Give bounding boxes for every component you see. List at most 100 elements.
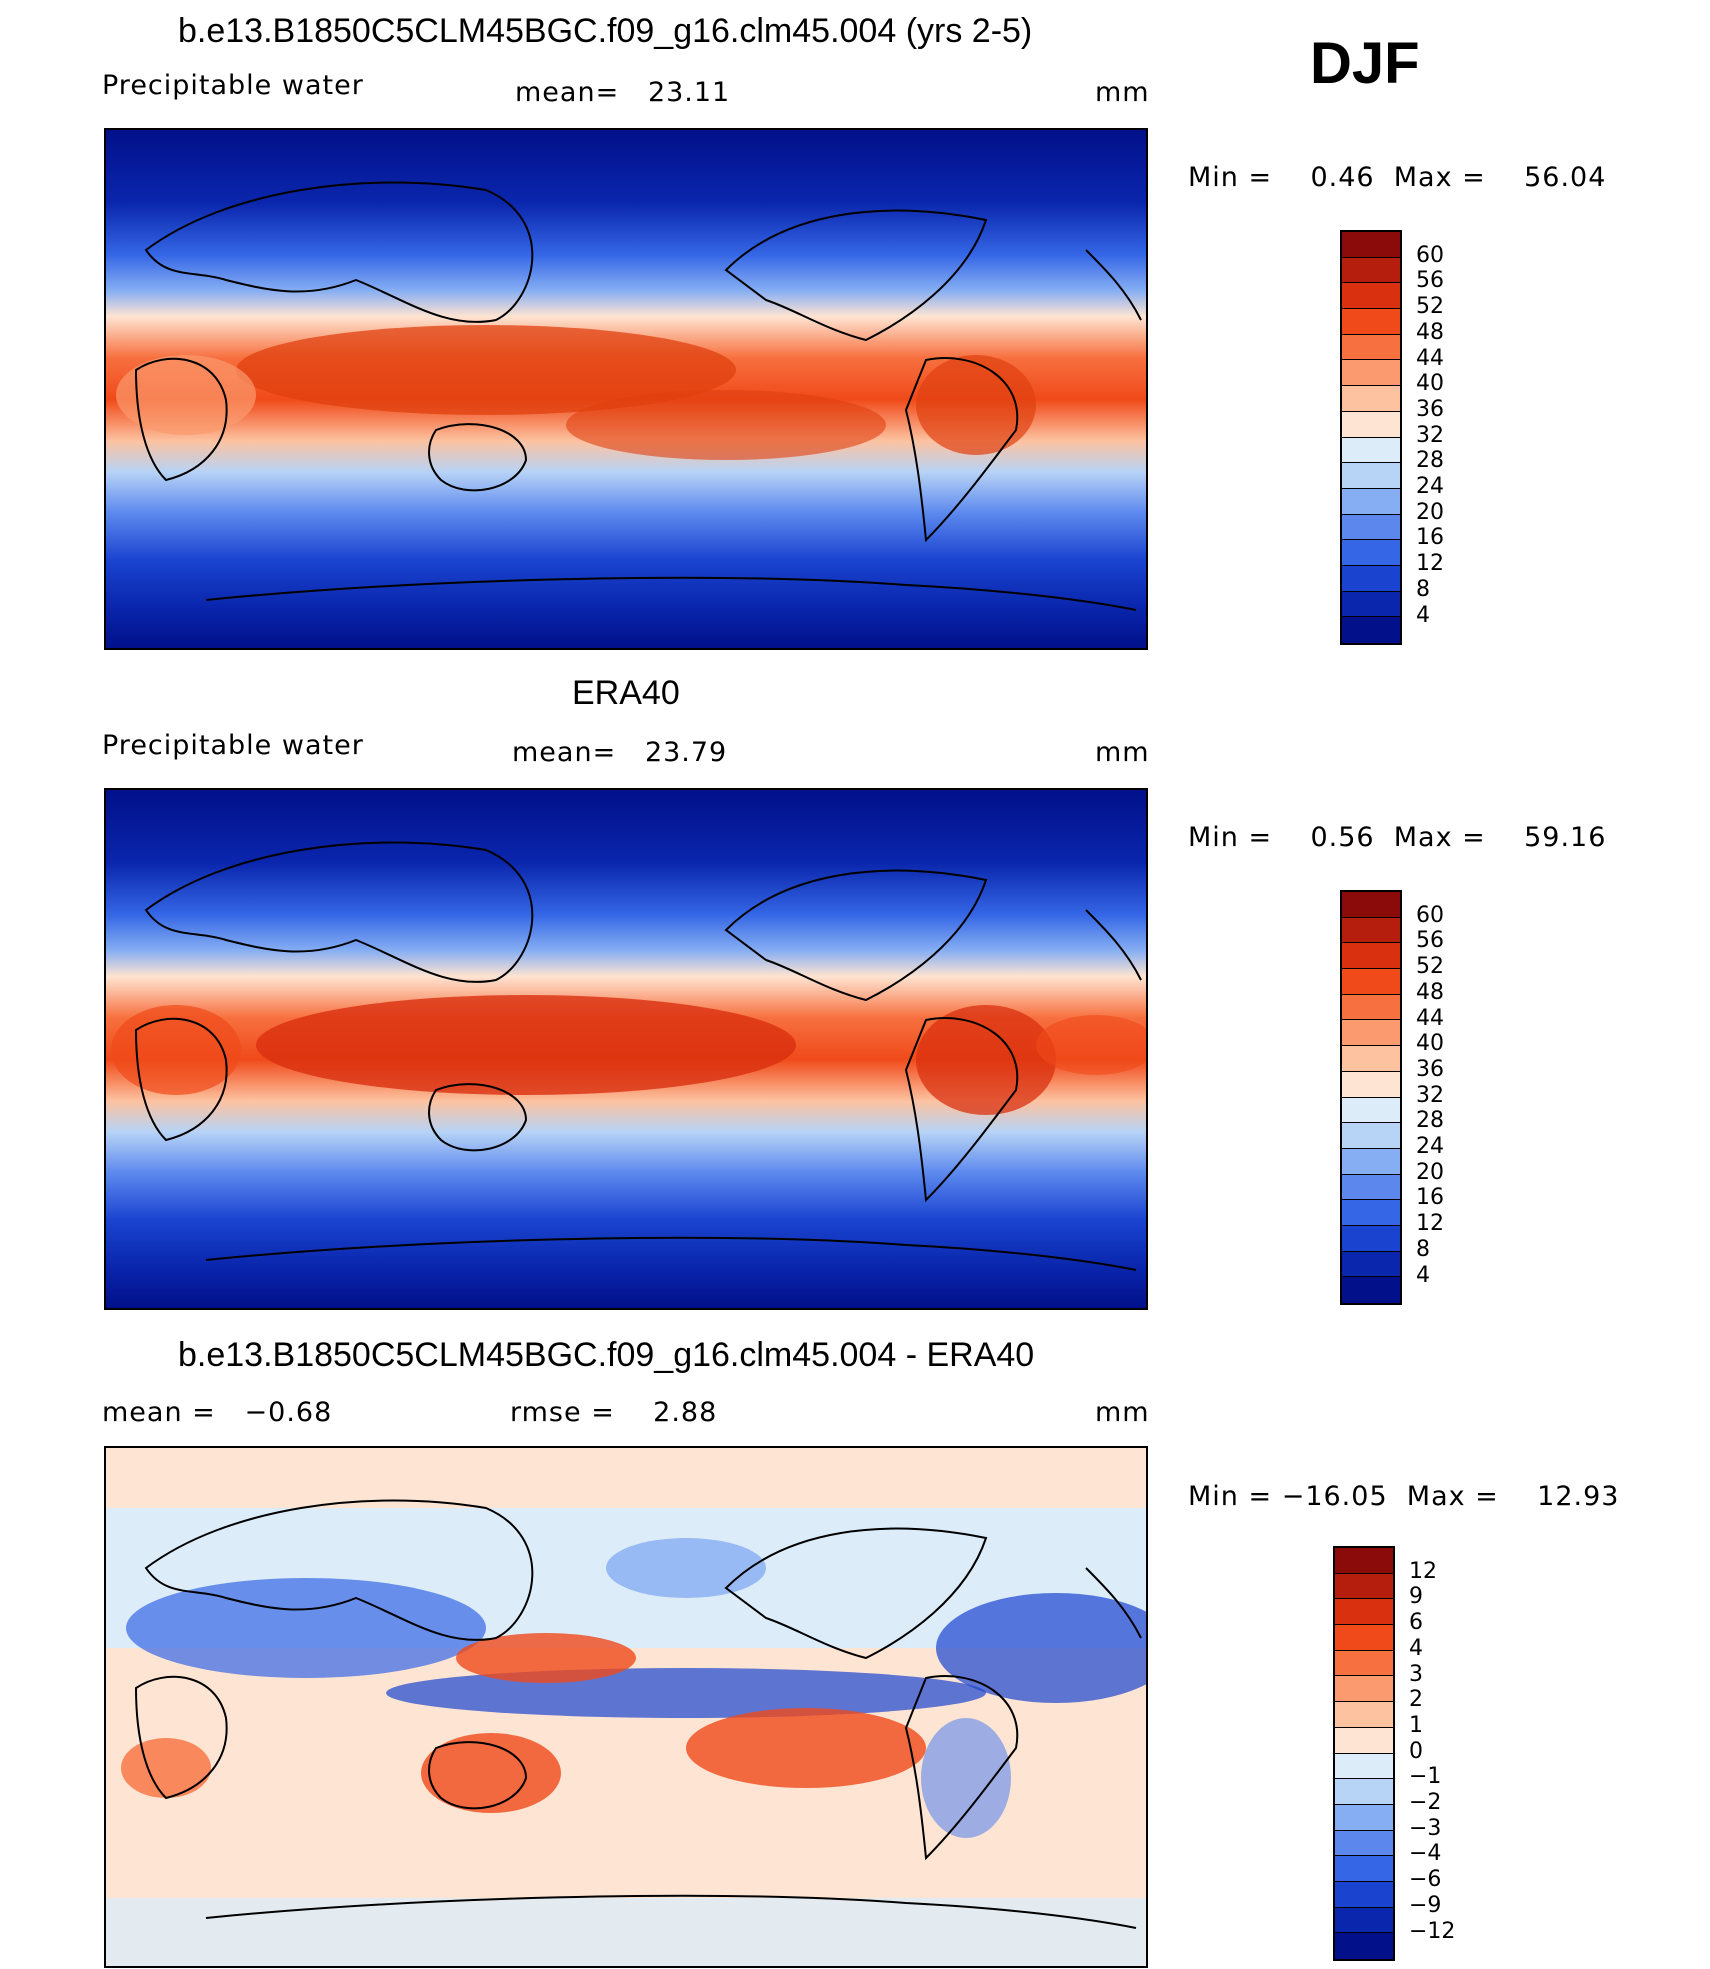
- panel2-units-label: mm: [1095, 737, 1150, 768]
- colorbar-segment: [1342, 1251, 1400, 1278]
- colorbar-segment: [1342, 1225, 1400, 1252]
- colorbar-tick-label: 12: [1416, 1211, 1444, 1237]
- colorbar-tick-label: 44: [1416, 345, 1444, 371]
- colorbar-tick-label: 32: [1416, 422, 1444, 448]
- colorbar-tick-label: 8: [1416, 1236, 1430, 1262]
- colorbar-segment: [1342, 1046, 1400, 1072]
- colorbar-segment: [1342, 943, 1400, 970]
- colorbar-segment: [1335, 1625, 1393, 1651]
- colorbar-segment: [1335, 1907, 1393, 1934]
- colorbar-segment: [1335, 1702, 1393, 1728]
- colorbar-tick-label: 60: [1416, 902, 1444, 928]
- colorbar-tick-label: −3: [1409, 1815, 1442, 1841]
- colorbar-tick-label: −4: [1409, 1841, 1442, 1867]
- colorbar-segment: [1335, 1779, 1393, 1805]
- colorbar-tick-label: 12: [1416, 551, 1444, 577]
- colorbar-tick-label: 8: [1416, 576, 1430, 602]
- colorbar-tick-label: 56: [1416, 928, 1444, 954]
- colorbar-segment: [1342, 334, 1400, 361]
- panel3-mean-label: mean = −0.68: [102, 1397, 333, 1428]
- colorbar-segment: [1335, 1881, 1393, 1908]
- colorbar-tick-label: −12: [1409, 1918, 1456, 1944]
- colorbar-segment: [1342, 917, 1400, 944]
- colorbar-segment: [1342, 463, 1400, 489]
- panel1-colorbar: [1340, 230, 1402, 645]
- colorbar-tick-label: 28: [1416, 1108, 1444, 1134]
- panel2-map-svg: [106, 790, 1146, 1308]
- colorbar-segment: [1342, 232, 1400, 258]
- panel3-map-svg: [106, 1448, 1146, 1966]
- colorbar-segment: [1342, 283, 1400, 310]
- colorbar-tick-label: 40: [1416, 1031, 1444, 1057]
- colorbar-tick-label: 48: [1416, 979, 1444, 1005]
- panel3-minmax-label: Min = −16.05 Max = 12.93: [1188, 1481, 1620, 1512]
- colorbar-segment: [1335, 1856, 1393, 1882]
- colorbar-tick-label: 12: [1409, 1558, 1437, 1584]
- panel3-rmse-label: rmse = 2.88: [510, 1397, 718, 1428]
- colorbar-segment: [1342, 892, 1400, 918]
- colorbar-tick-label: 60: [1416, 242, 1444, 268]
- colorbar-segment: [1342, 386, 1400, 412]
- colorbar-tick-label: −6: [1409, 1867, 1442, 1893]
- colorbar-tick-label: 40: [1416, 371, 1444, 397]
- colorbar-segment: [1342, 591, 1400, 618]
- panel2-colorbar: [1340, 890, 1402, 1305]
- colorbar-segment: [1335, 1599, 1393, 1626]
- colorbar-tick-label: 52: [1416, 294, 1444, 320]
- colorbar-segment: [1335, 1933, 1393, 1959]
- colorbar-segment: [1342, 1020, 1400, 1047]
- colorbar-segment: [1335, 1573, 1393, 1600]
- panel1-mean-label: mean= 23.11: [515, 77, 731, 108]
- panel2-title: ERA40: [572, 674, 680, 712]
- colorbar-tick-label: 32: [1416, 1082, 1444, 1108]
- colorbar-segment: [1342, 257, 1400, 284]
- colorbar-tick-label: 48: [1416, 319, 1444, 345]
- colorbar-segment: [1342, 437, 1400, 464]
- colorbar-tick-label: −9: [1409, 1892, 1442, 1918]
- colorbar-tick-label: 36: [1416, 396, 1444, 422]
- colorbar-tick-label: 24: [1416, 1134, 1444, 1159]
- colorbar-segment: [1335, 1804, 1393, 1831]
- colorbar-tick-label: −1: [1409, 1764, 1442, 1790]
- colorbar-tick-label: 1: [1409, 1712, 1423, 1738]
- panel1-map-svg: [106, 130, 1146, 648]
- colorbar-tick-label: 56: [1416, 268, 1444, 294]
- colorbar-tick-label: 36: [1416, 1056, 1444, 1082]
- colorbar-segment: [1342, 1148, 1400, 1175]
- colorbar-segment: [1342, 1071, 1400, 1098]
- colorbar-tick-label: −2: [1409, 1790, 1442, 1815]
- colorbar-tick-label: 2: [1409, 1687, 1423, 1713]
- panel3-colorbar: [1333, 1546, 1395, 1961]
- colorbar-segment: [1335, 1727, 1393, 1754]
- colorbar-tick-label: 4: [1409, 1635, 1423, 1661]
- colorbar-tick-label: 4: [1416, 602, 1430, 628]
- colorbar-segment: [1342, 309, 1400, 335]
- panel2-mean-label: mean= 23.79: [512, 737, 728, 768]
- colorbar-segment: [1335, 1548, 1393, 1574]
- colorbar-segment: [1335, 1650, 1393, 1677]
- colorbar-segment: [1342, 514, 1400, 541]
- colorbar-tick-label: 9: [1409, 1584, 1423, 1610]
- colorbar-tick-label: 24: [1416, 474, 1444, 499]
- colorbar-segment: [1342, 1277, 1400, 1303]
- colorbar-tick-label: 0: [1409, 1738, 1423, 1764]
- colorbar-tick-label: 20: [1416, 1159, 1444, 1185]
- colorbar-segment: [1342, 969, 1400, 995]
- colorbar-segment: [1342, 994, 1400, 1021]
- panel1-model-map: [104, 128, 1148, 650]
- colorbar-segment: [1342, 360, 1400, 387]
- season-label: DJF: [1310, 31, 1420, 96]
- colorbar-segment: [1342, 488, 1400, 515]
- colorbar-segment: [1342, 540, 1400, 566]
- colorbar-segment: [1342, 565, 1400, 592]
- panel1-title: b.e13.B1850C5CLM45BGC.f09_g16.clm45.004 …: [178, 12, 1033, 50]
- panel3-difference-map: [104, 1446, 1148, 1968]
- panel2-variable-label: Precipitable water: [102, 730, 364, 761]
- colorbar-tick-label: 4: [1416, 1262, 1430, 1288]
- panel3-units-label: mm: [1095, 1397, 1150, 1428]
- panel2-era40-map: [104, 788, 1148, 1310]
- colorbar-segment: [1335, 1830, 1393, 1857]
- colorbar-tick-label: 52: [1416, 954, 1444, 980]
- colorbar-tick-label: 16: [1416, 525, 1444, 551]
- colorbar-segment: [1342, 411, 1400, 438]
